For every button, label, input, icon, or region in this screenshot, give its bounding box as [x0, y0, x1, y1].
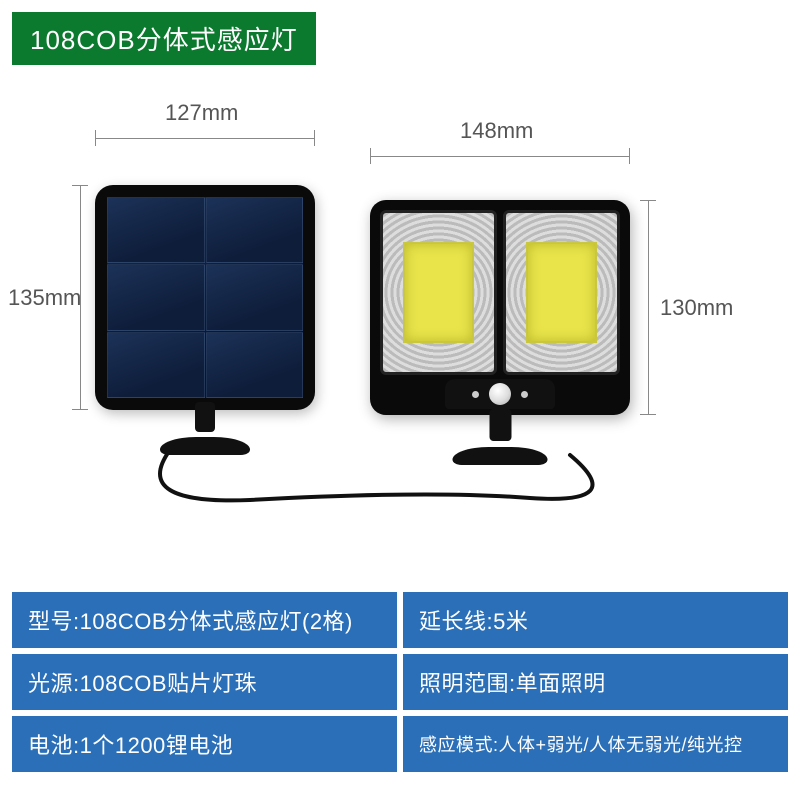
cable	[110, 450, 670, 530]
dim-panel-height: 135mm	[8, 285, 81, 311]
spec-cable: 延长线:5米	[403, 592, 788, 648]
light-unit	[370, 200, 630, 415]
spec-source: 光源:108COB贴片灯珠	[12, 654, 397, 710]
spec-table: 型号:108COB分体式感应灯(2格) 延长线:5米 光源:108COB贴片灯珠…	[12, 592, 788, 772]
spec-range: 照明范围:单面照明	[403, 654, 788, 710]
dim-panel-width: 127mm	[165, 100, 238, 126]
product-title: 108COB分体式感应灯	[12, 12, 316, 65]
spec-mode: 感应模式:人体+弱光/人体无弱光/纯光控	[403, 716, 788, 772]
solar-panel	[95, 185, 315, 410]
sensor-bar	[445, 379, 555, 409]
spec-model: 型号:108COB分体式感应灯(2格)	[12, 592, 397, 648]
pir-sensor-icon	[489, 383, 511, 405]
dim-light-height: 130mm	[660, 295, 733, 321]
dim-light-width: 148mm	[460, 118, 533, 144]
product-diagram: 127mm 135mm 148mm 130mm	[0, 70, 800, 570]
spec-battery: 电池:1个1200锂电池	[12, 716, 397, 772]
